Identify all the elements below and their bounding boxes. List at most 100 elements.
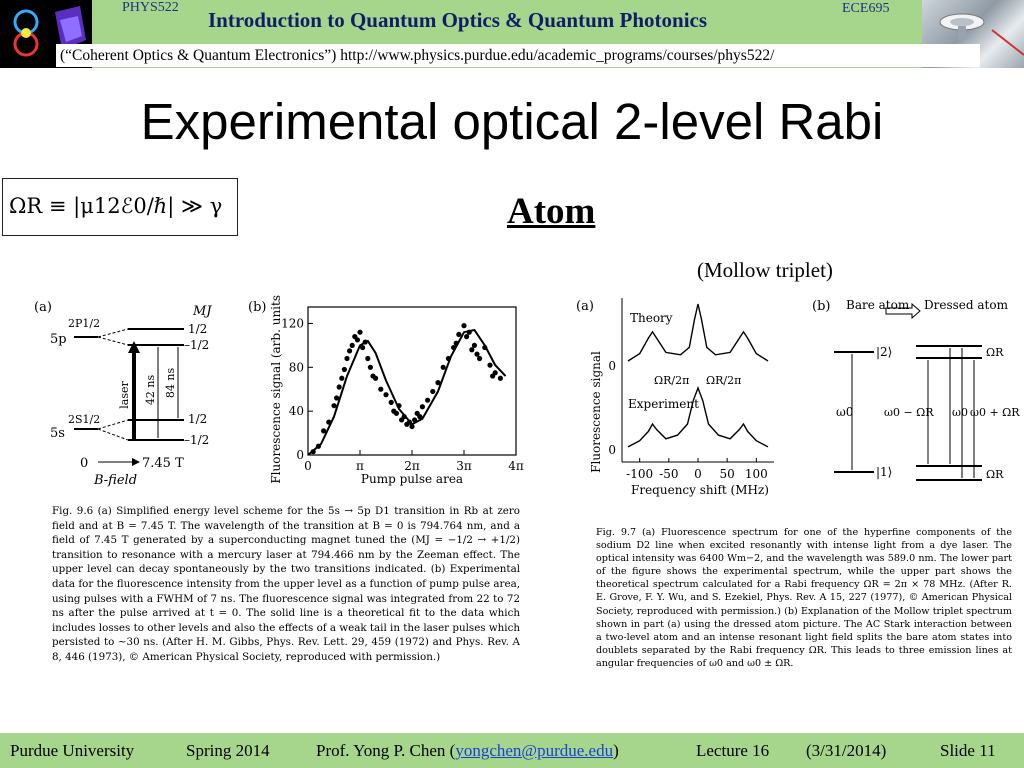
fig97-w0-minus: ω0 − ΩR <box>884 406 934 419</box>
fig97-theory-label: Theory <box>630 311 673 325</box>
chart1-point <box>435 380 441 386</box>
fig96-bfield-zero: 0 <box>80 456 88 471</box>
chart1-point <box>409 423 415 430</box>
chart1-point <box>373 375 379 381</box>
fig96-state-p: 2P1/2 <box>68 317 100 330</box>
chart1-point <box>388 399 394 405</box>
fig97-omega-r-top: ΩR <box>986 346 1004 359</box>
footer-email-link[interactable]: yongchen@purdue.edu <box>455 741 614 760</box>
chart2-xtick-label: 50 <box>720 467 735 481</box>
course-code-left: PHYS522 <box>122 0 179 15</box>
chart1-point <box>440 364 446 370</box>
chart1-point <box>477 355 483 362</box>
chart1-point <box>383 392 389 398</box>
chart2-xtick-label: -50 <box>659 467 678 481</box>
chart1-point <box>464 334 470 340</box>
chart1-point <box>469 347 475 353</box>
course-title: Introduction to Quantum Optics & Quantum… <box>208 8 708 32</box>
fig96-b-label: (b) <box>248 300 266 315</box>
chart1-point <box>401 414 407 420</box>
chart1-point <box>471 342 477 348</box>
fig97-omega-r-bottom: ΩR <box>986 468 1004 481</box>
fig96-mj-p-minus: –1/2 <box>184 338 209 352</box>
footer-professor: Prof. Yong P. Chen (yongchen@purdue.edu) <box>316 741 619 761</box>
fig97-bare-atom-label: Bare atom <box>846 298 910 312</box>
fig96-mj-label: MJ <box>192 304 212 319</box>
chart1-xlabel: Pump pulse area <box>361 472 463 486</box>
fig96-bfield-label: B-field <box>93 473 137 488</box>
chart1-point <box>396 403 402 409</box>
chart1-xtick-label: 4π <box>508 459 524 473</box>
chart1-xtick-label: 3π <box>456 459 472 473</box>
chart2-xtick-label: 0 <box>694 467 702 481</box>
chart1-point <box>497 375 503 381</box>
footer-date: (3/31/2014) <box>806 741 887 760</box>
figure-9-6: (a) MJ 5p 5s 2P1/2 2S1/2 1/2 –1/2 1/2 –1… <box>34 295 524 488</box>
chart1-point <box>487 362 493 368</box>
chart1-point <box>334 395 340 401</box>
chart2-ytick-label: 0 <box>608 359 616 373</box>
chart1-point <box>474 351 480 357</box>
chart2-plot: 0 0 -100 -50 0 50 100 <box>608 298 774 481</box>
fig96-laser-label: laser <box>118 381 131 409</box>
chart1-ytick-label: 0 <box>296 448 304 462</box>
chart1-point <box>492 370 498 376</box>
footer-prof-prefix: Prof. Yong P. Chen ( <box>316 741 456 760</box>
fig96-caption: Fig. 9.6 (a) Simplified energy level sch… <box>52 505 520 663</box>
chart1-point <box>378 386 384 392</box>
fig97-dressed-atom-label: Dressed atom <box>924 298 1009 312</box>
course-subtitle: (“Coherent Optics & Quantum Electronics”… <box>56 44 980 67</box>
fig97-ket2: |2⟩ <box>876 345 892 359</box>
chart1-point <box>347 348 353 354</box>
fig97-w0-plus: ω0 + ΩR <box>970 406 1020 419</box>
chart1-point <box>445 355 451 362</box>
footer-university: Purdue University <box>10 741 135 760</box>
chart1-point <box>344 355 350 362</box>
chart1-point <box>425 397 431 403</box>
fig97-w0-bare: ω0 <box>836 405 853 419</box>
fig96-mj-s-minus: –1/2 <box>184 433 209 447</box>
footer-slide-number: Slide 11 <box>940 741 996 760</box>
chart1-point <box>362 339 368 345</box>
course-code-right: ECE695 <box>842 1 890 16</box>
chart1-xtick-label: π <box>356 459 364 473</box>
chart1-point <box>430 388 436 395</box>
chart1-point <box>365 355 371 362</box>
chart1-ytick-label: 80 <box>289 360 304 374</box>
chart1-point <box>310 449 316 455</box>
chart1-xtick-label: 2π <box>404 459 420 473</box>
fig96-level-5s: 5s <box>50 426 65 441</box>
fig96-mj-p-plus: 1/2 <box>188 322 207 336</box>
rabi-equation-box: ΩR ≡ |μ12ℰ0/ℏ| ≫ γ <box>2 178 238 236</box>
footer-bar <box>0 733 1024 768</box>
chart1-point <box>339 375 345 381</box>
chart1-point <box>349 342 355 348</box>
chart2-xlabel: Frequency shift (MHz) <box>631 483 769 497</box>
chart1-point <box>393 410 399 416</box>
footer-lecture: Lecture 16 <box>696 741 770 760</box>
fig97-b-label: (b) <box>812 299 830 314</box>
fig97-ket1: |1⟩ <box>876 465 892 479</box>
fig97-experiment-label: Experiment <box>628 397 699 411</box>
chart1-ytick-label: 120 <box>281 316 304 330</box>
footer-prof-suffix: ) <box>613 741 619 760</box>
chart2-series-theory <box>627 303 769 362</box>
chart1-point <box>417 414 423 420</box>
fig97-w0-mid: ω0 <box>952 406 968 419</box>
chart1-point <box>451 344 457 351</box>
fig97-caption: Fig. 9.7 (a) Fluorescence spectrum for o… <box>596 527 1012 669</box>
chart1-point <box>412 417 418 423</box>
chart1-point <box>315 443 321 449</box>
fig97-omega-half-left: ΩR/2π <box>654 374 689 387</box>
chart1-frame <box>307 306 517 456</box>
chart2-series-experiment <box>627 386 769 448</box>
chart1-point <box>461 323 467 329</box>
chart1-point <box>466 329 472 335</box>
chart1-point <box>406 419 412 425</box>
slide-title: Experimental optical 2-level Rabi <box>140 93 884 150</box>
chart1-point <box>482 344 488 351</box>
chart1-point <box>321 428 327 434</box>
chart1-plot: 0 π 2π 3π 4π 0 40 80 120 <box>281 306 524 473</box>
fig96-state-s: 2S1/2 <box>68 413 100 426</box>
chart1-point <box>336 384 342 390</box>
